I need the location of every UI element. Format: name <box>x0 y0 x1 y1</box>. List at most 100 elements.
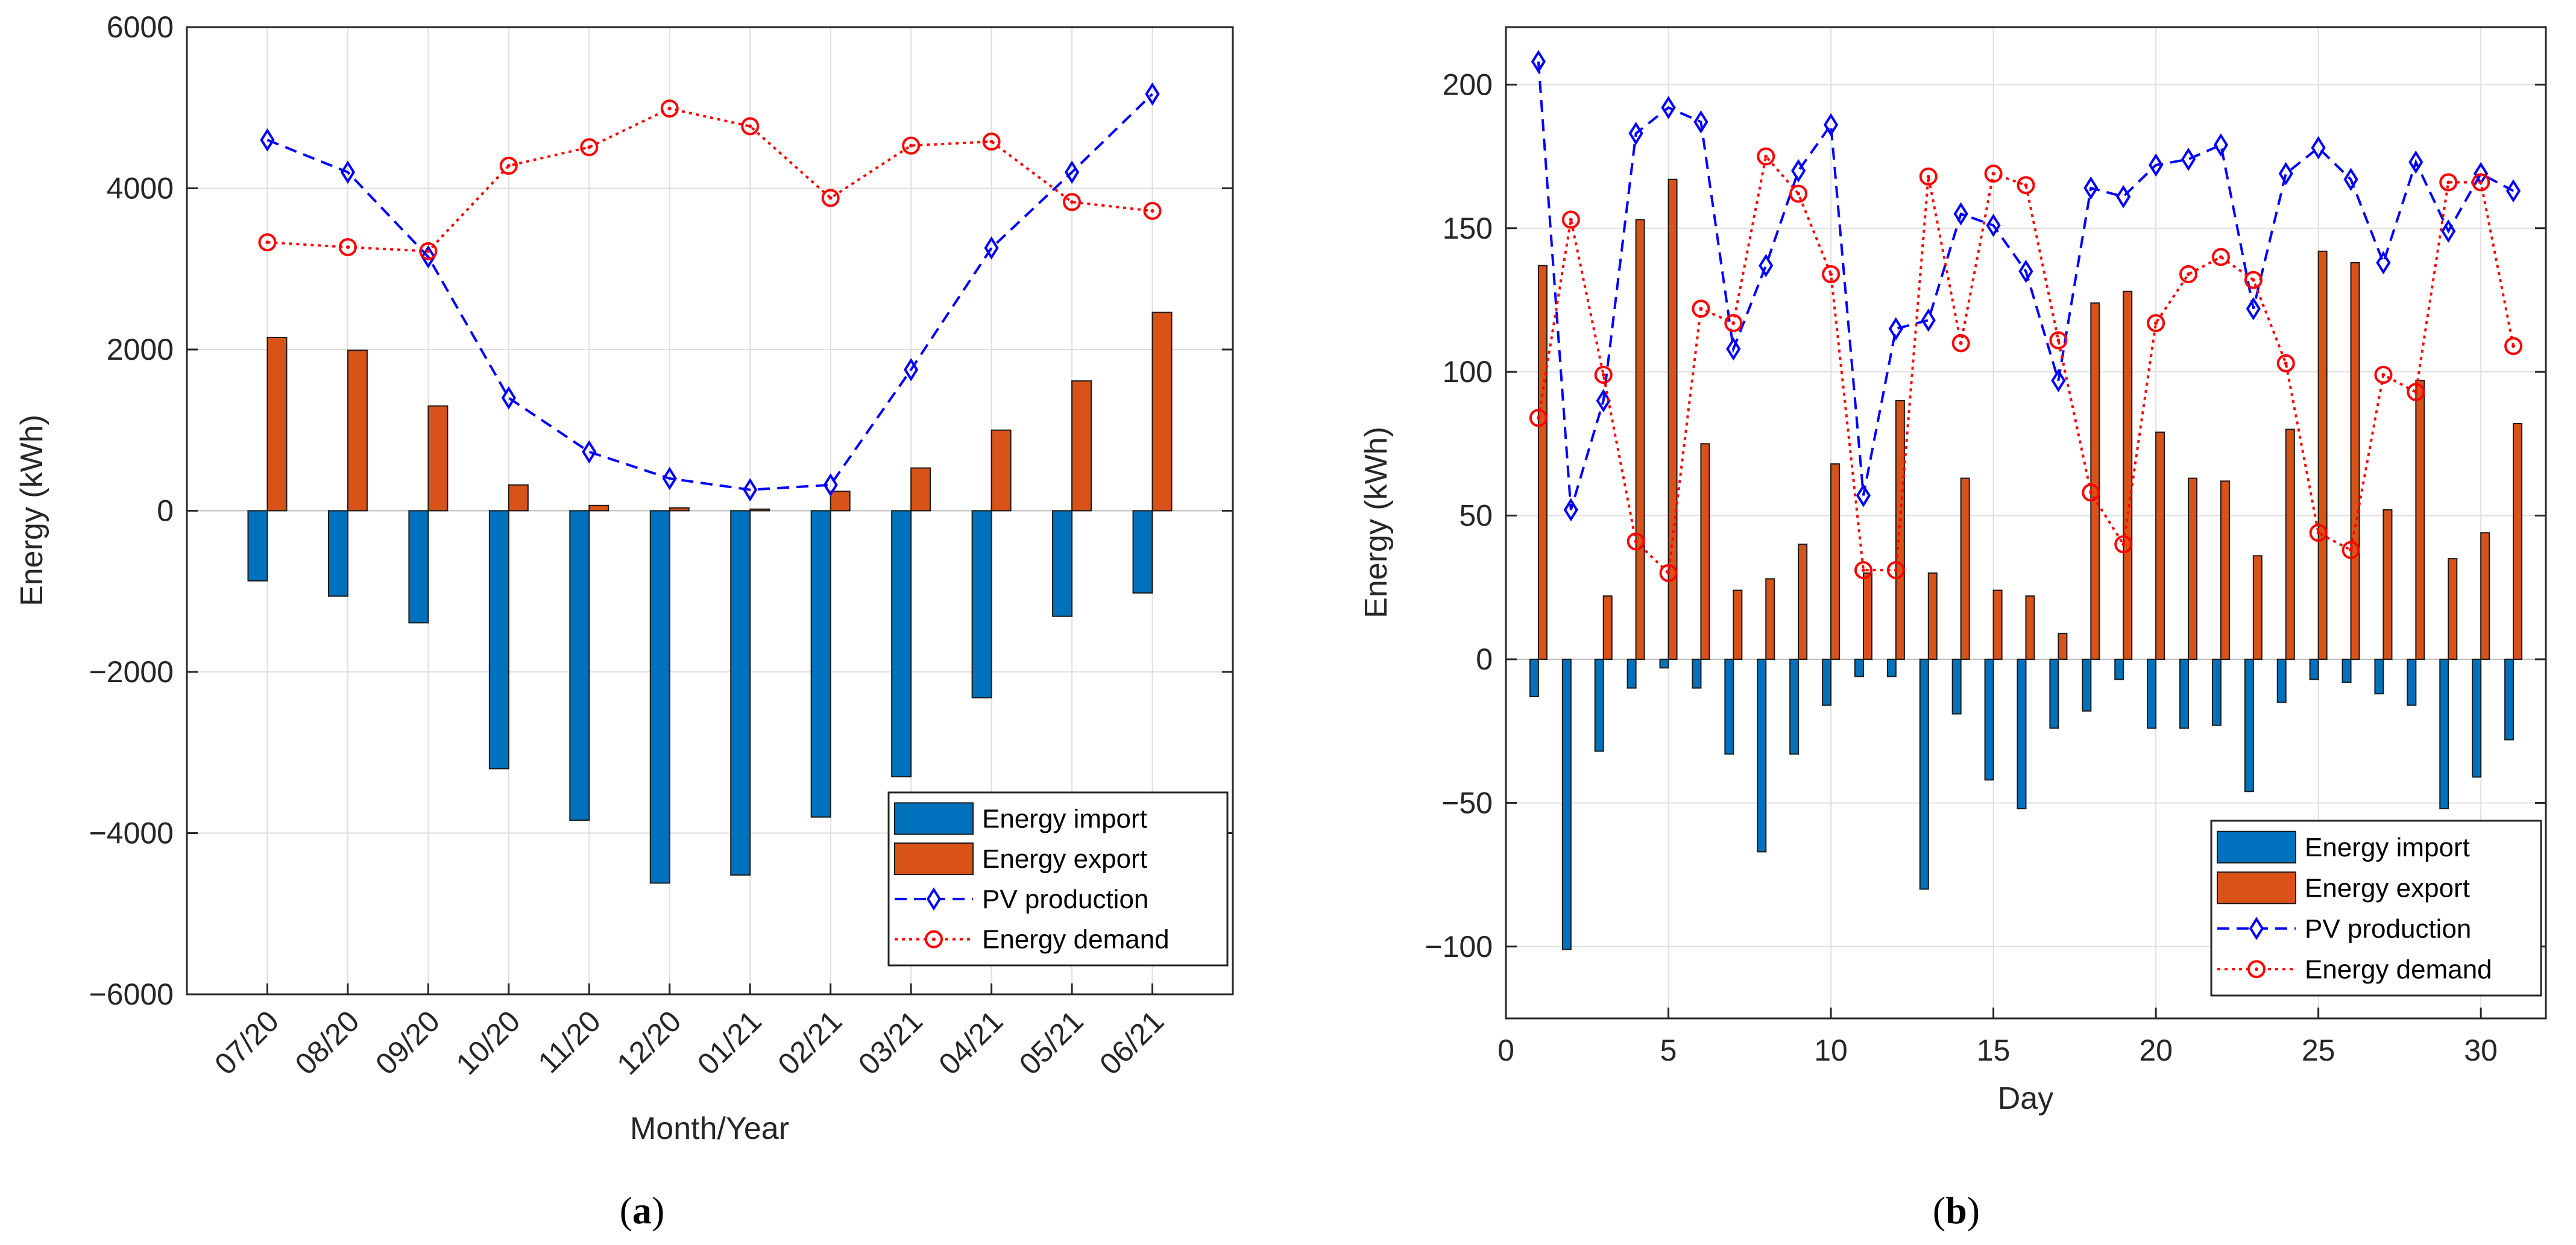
b-marker-dot-energy-demand <box>1959 341 1963 345</box>
a-line-pv-production <box>266 93 1153 491</box>
b-ytick-label: 0 <box>1476 642 1493 676</box>
b-marker-pv-production <box>2278 162 2293 186</box>
b-ytick-label: −50 <box>1441 786 1493 820</box>
a-marker-pv-production <box>1064 160 1080 184</box>
a-line-energy-demand <box>267 107 1153 252</box>
b-marker-energy-demand <box>1822 265 1841 284</box>
b-marker-dot-energy-demand <box>2349 548 2353 552</box>
a-marker-energy-demand <box>660 99 679 118</box>
b-marker-dot-energy-demand <box>2316 531 2320 535</box>
a-marker-pv-production <box>984 236 999 260</box>
b-marker-energy-demand <box>2504 337 2523 356</box>
b-bar-energy-import <box>2049 658 2059 729</box>
b-legend-swatch-energy-import <box>2217 830 2296 864</box>
a-legend-label-energy-demand: Energy demand <box>982 925 1170 955</box>
b-bar-energy-export <box>2317 250 2328 660</box>
b-marker-dot-energy-demand <box>1569 218 1573 222</box>
b-marker-dot-energy-demand <box>1861 568 1865 572</box>
panel-a-caption: (a) <box>620 1189 665 1232</box>
b-bar-energy-import <box>2211 658 2222 726</box>
b-marker-pv-production <box>1791 159 1806 183</box>
b-bar-energy-export <box>1667 178 1678 660</box>
a-marker-pv-production <box>743 478 758 502</box>
b-marker-energy-demand <box>1919 167 1938 186</box>
a-ytick-label: −4000 <box>89 817 174 850</box>
a-marker-dot-energy-demand <box>748 124 752 128</box>
a-marker-dot-energy-demand <box>587 145 591 149</box>
b-bar-energy-export <box>1895 400 1905 660</box>
a-marker-pv-production <box>662 466 677 491</box>
b-bar-energy-import <box>1529 658 1539 697</box>
b-bar-energy-import <box>1627 658 1637 689</box>
a-bar-energy-export <box>266 336 288 512</box>
b-marker-dot-energy-demand <box>1601 372 1605 377</box>
a-marker-dot-energy-demand <box>345 245 350 249</box>
b-bar-energy-import <box>1854 658 1864 677</box>
b-marker-energy-demand <box>2082 483 2100 502</box>
a-marker-dot-energy-demand <box>909 143 913 148</box>
panel-a-lines <box>258 82 1162 502</box>
b-marker-pv-production <box>2213 133 2229 157</box>
b-marker-dot-energy-demand <box>2414 390 2418 394</box>
b-bar-energy-export <box>1798 544 1808 660</box>
b-bar-energy-export <box>1700 443 1710 660</box>
b-marker-energy-demand <box>1627 532 1645 551</box>
b-marker-dot-energy-demand <box>1926 174 1930 178</box>
b-marker-pv-production <box>1823 113 1839 137</box>
b-marker-energy-demand <box>1789 184 1808 203</box>
b-marker-pv-production <box>1953 202 1968 226</box>
a-bar-energy-export <box>508 484 529 512</box>
b-marker-pv-production <box>1856 483 1871 507</box>
a-ytick-label: −6000 <box>89 977 174 1011</box>
panel-b-legend: Energy import Energy export PV production E… <box>2210 820 2542 997</box>
panel-b-x-axis-label: Day <box>1998 1081 2053 1116</box>
a-bar-energy-export <box>990 429 1012 512</box>
b-bar-energy-export <box>2285 428 2295 660</box>
a-bar-energy-export <box>1071 380 1092 512</box>
b-marker-pv-production <box>2116 184 2131 209</box>
panel-b-y-axis-label: Energy (kWh) <box>1359 427 1394 618</box>
b-marker-pv-production <box>1986 213 2001 237</box>
b-xtick-label: 10 <box>1814 1033 1848 1067</box>
b-marker-dot-energy-demand <box>1764 154 1768 158</box>
b-marker-pv-production <box>2441 219 2456 243</box>
b-marker-energy-demand <box>1951 334 1970 353</box>
b-bar-energy-import <box>1822 658 1832 706</box>
a-bar-energy-import <box>810 510 831 818</box>
a-marker-dot-energy-demand <box>426 249 430 253</box>
b-bar-energy-export <box>2252 555 2263 660</box>
b-marker-energy-demand <box>1724 314 1743 333</box>
b-legend-marker-dot-energy-demand <box>2255 967 2258 971</box>
b-marker-pv-production <box>1531 49 1546 74</box>
b-xtick-label: 0 <box>1497 1033 1514 1067</box>
b-marker-energy-demand <box>1561 210 1580 229</box>
b-marker-pv-production <box>1759 254 1774 278</box>
a-marker-energy-demand <box>419 242 438 260</box>
b-marker-pv-production <box>1661 96 1676 119</box>
b-xtick-label: 25 <box>2302 1033 2335 1067</box>
b-marker-energy-demand <box>1529 409 1548 427</box>
b-bar-energy-import <box>2244 658 2254 792</box>
a-marker-energy-demand <box>902 136 921 155</box>
b-marker-pv-production <box>2505 179 2521 203</box>
a-marker-energy-demand <box>499 157 518 175</box>
a-bar-energy-import <box>971 510 992 698</box>
b-bar-energy-export <box>1927 572 1938 660</box>
panel-a-legend: Energy import Energy export PV production E… <box>887 791 1229 967</box>
b-ytick-label: 100 <box>1443 355 1493 389</box>
panel-b-caption: (b) <box>1933 1189 1980 1232</box>
a-bar-energy-import <box>1052 510 1073 617</box>
b-marker-dot-energy-demand <box>2089 491 2093 495</box>
b-legend-label-energy-export: Energy export <box>2305 873 2470 903</box>
a-marker-energy-demand <box>982 132 1001 151</box>
b-bar-energy-export <box>2155 431 2165 660</box>
panel-b-chart: −100 −50 0 50 100 150 200 0 5 10 15 20 25 30 Day Ener… <box>1359 26 2547 1232</box>
a-legend-swatch-energy-export <box>894 842 974 876</box>
a-marker-pv-production <box>501 386 516 410</box>
b-legend-swatch-energy-export <box>2217 871 2296 905</box>
b-marker-pv-production <box>1628 122 1643 145</box>
a-bar-energy-export <box>347 350 368 512</box>
b-marker-energy-demand <box>2147 314 2165 333</box>
b-marker-dot-energy-demand <box>2284 361 2288 365</box>
b-marker-energy-demand <box>2276 354 2295 372</box>
